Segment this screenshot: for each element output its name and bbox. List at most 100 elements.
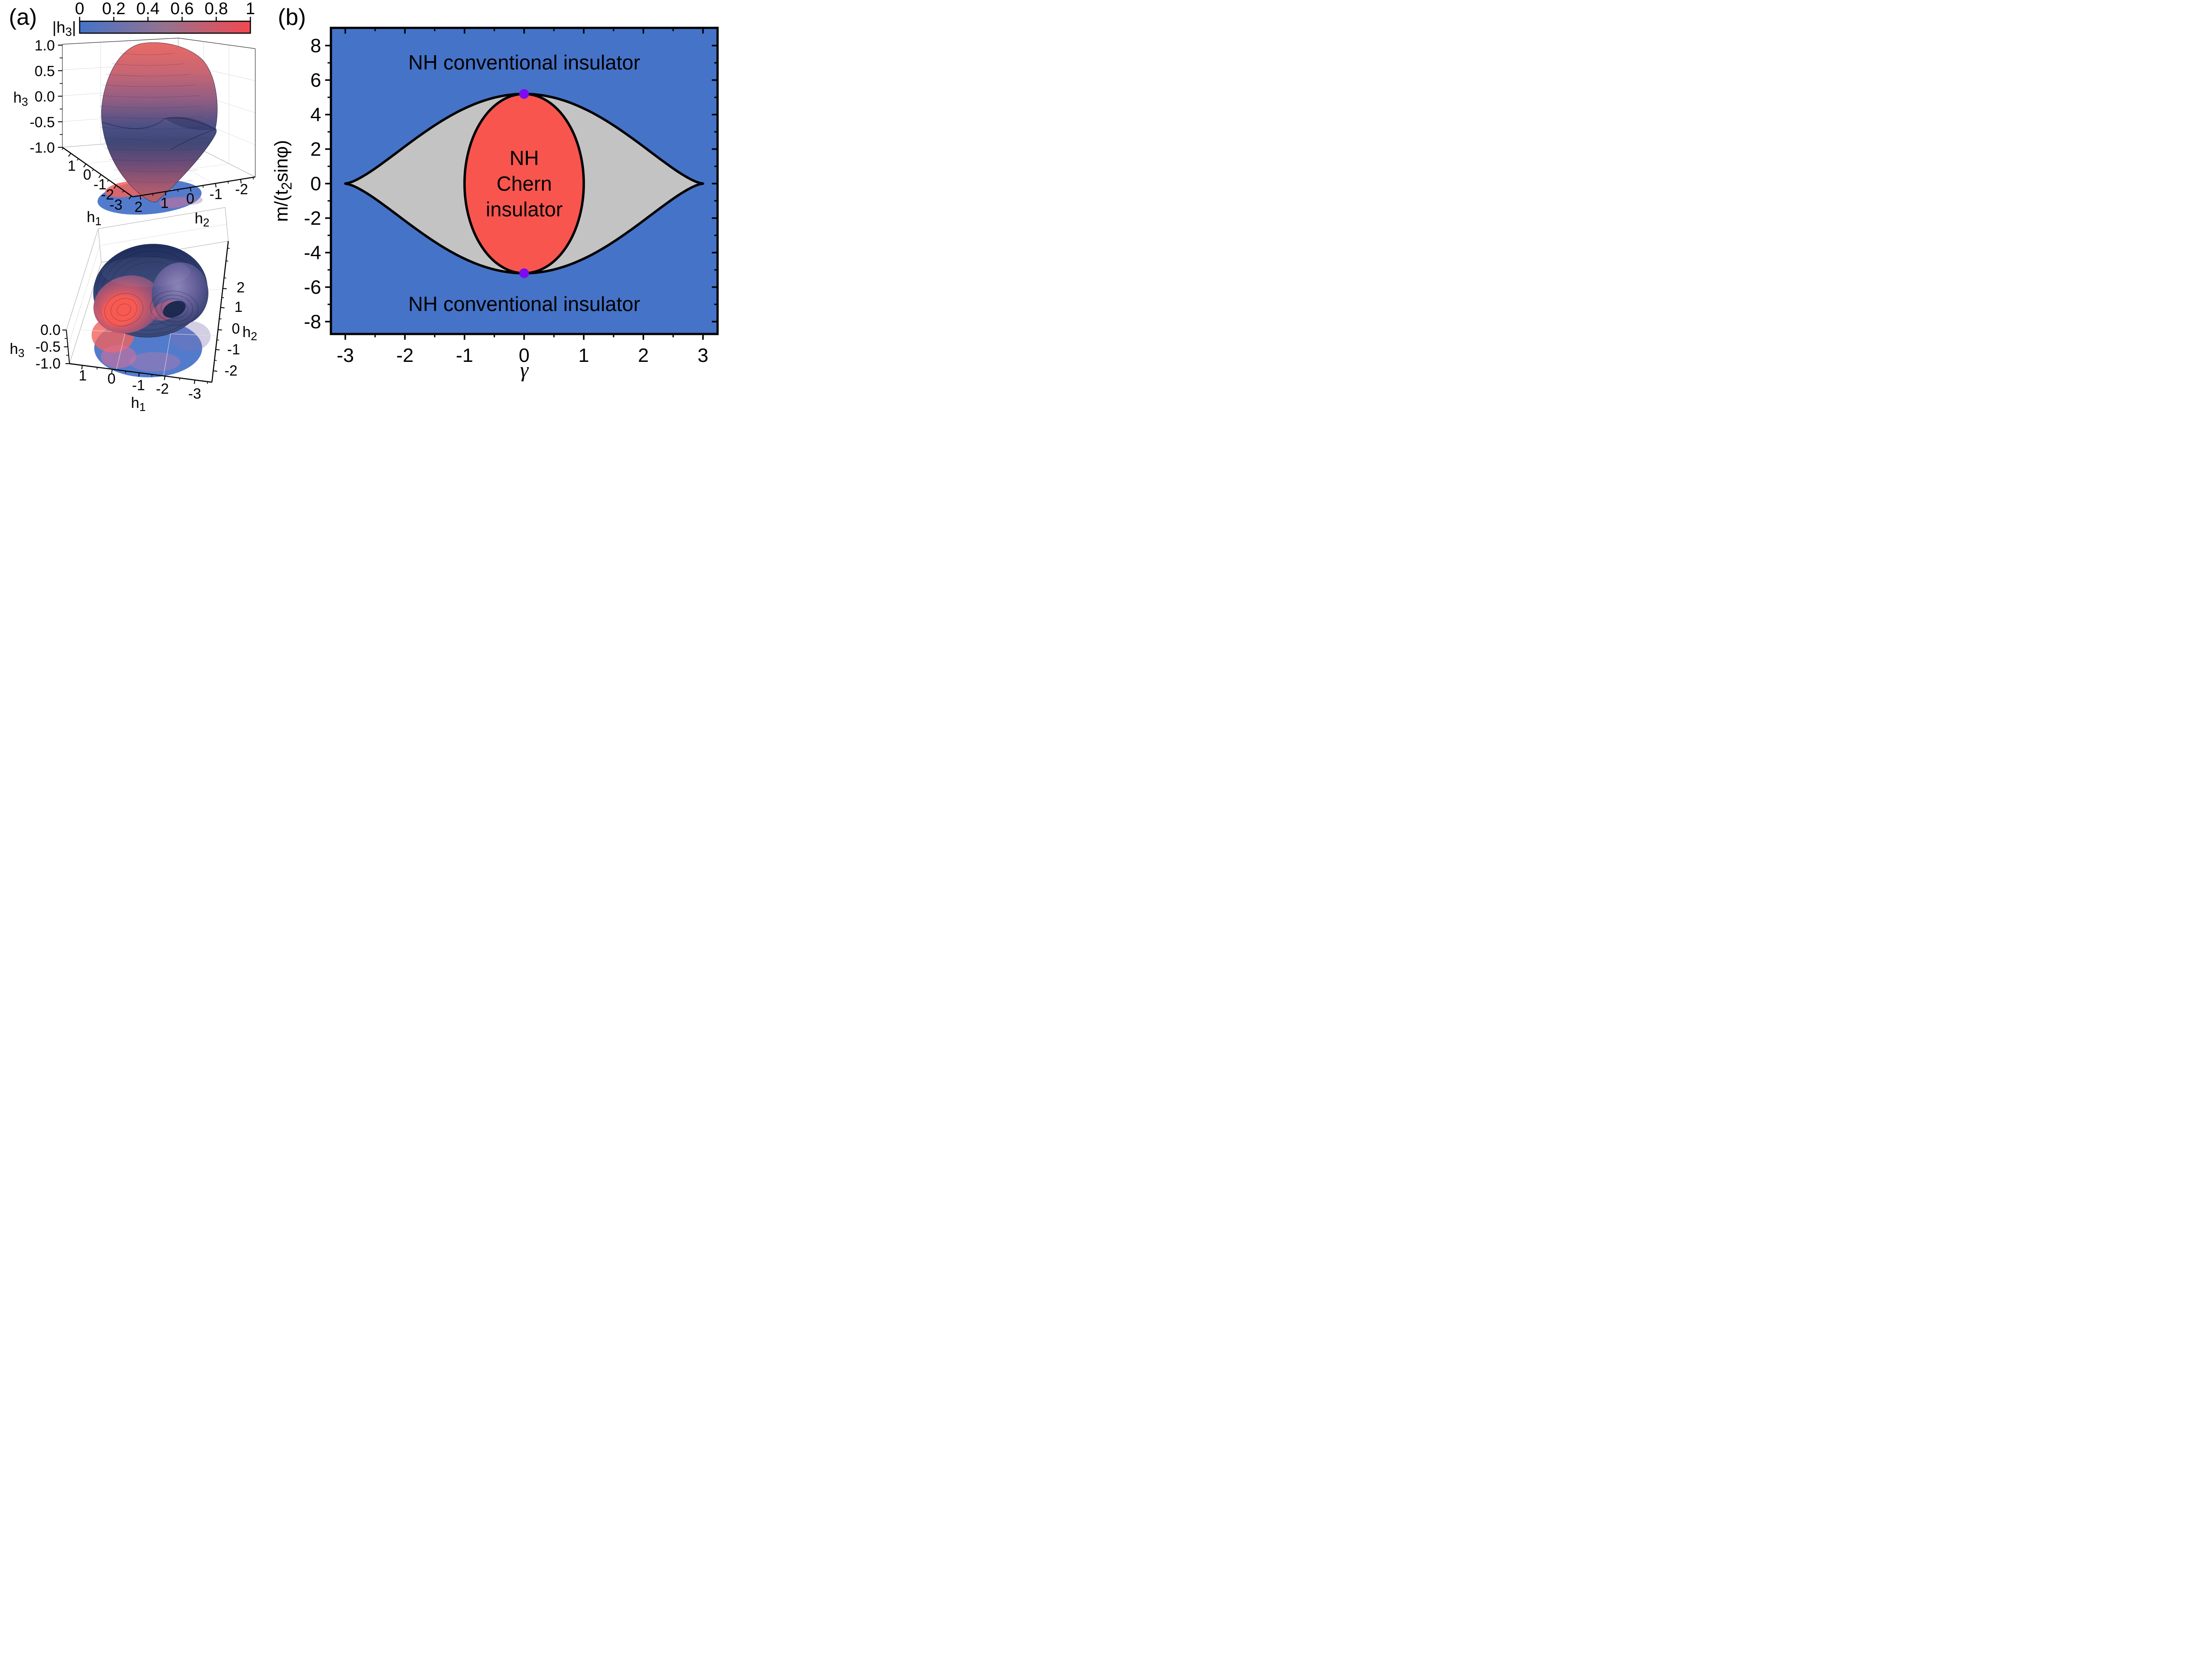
torus-surface bbox=[93, 244, 209, 338]
torus-red-contours bbox=[104, 293, 143, 326]
surface-contour bbox=[102, 138, 204, 140]
surface-contours bbox=[99, 53, 204, 183]
surface-contour bbox=[100, 95, 200, 98]
phase-diagram-regions bbox=[331, 28, 718, 334]
tick-3d bbox=[128, 196, 132, 200]
surface-contour bbox=[120, 53, 175, 55]
tick-3d-minor bbox=[202, 185, 204, 188]
region-label-chern-line3: insulator bbox=[486, 198, 563, 221]
tick-label-3d: -2 bbox=[224, 362, 237, 379]
surface-contour bbox=[121, 180, 193, 183]
tick-3d bbox=[113, 185, 117, 189]
surface-contour bbox=[114, 169, 198, 172]
tick-label-3d: 2 bbox=[134, 199, 142, 215]
tick-label-3d: 0 bbox=[83, 166, 91, 183]
plot-frame bbox=[330, 27, 719, 335]
surface-contour bbox=[102, 84, 196, 87]
tick-label-3d: 2 bbox=[237, 279, 245, 296]
x-tick-label: 1 bbox=[578, 345, 589, 366]
tick-3d bbox=[215, 183, 217, 188]
axis-h2-label-top: h2 bbox=[195, 210, 209, 229]
tick-3d-minor bbox=[107, 180, 109, 182]
plot3d-bottom-ticks: 0.0-0.5-1.0 1 0 -1 -2 -3 2 1 0 -1 -2 bbox=[35, 248, 245, 402]
tick-label-3d: 0 bbox=[232, 320, 240, 337]
panel-b: (b) NH conventional insulator NH convent… bbox=[271, 4, 719, 382]
surface-contour bbox=[100, 127, 204, 130]
tick-label-3d: -2 bbox=[156, 380, 169, 397]
x-axis-label: γ bbox=[520, 358, 529, 382]
plot3d-bottom: 0.0-0.5-1.0 1 0 -1 -2 -3 2 1 0 -1 -2 h3 h1 h2 bbox=[10, 207, 257, 414]
region-label-chern-line1: NH bbox=[510, 146, 539, 169]
region-label-conventional-bottom: NH conventional insulator bbox=[408, 292, 640, 315]
region-label-chern-line2: Chern bbox=[496, 172, 552, 195]
torus-hole bbox=[163, 300, 186, 318]
colorbar-tick-label: 0.8 bbox=[204, 0, 228, 18]
tick-label-3d: -1.0 bbox=[30, 139, 55, 156]
tick-3d bbox=[98, 174, 102, 178]
tick-3d bbox=[215, 349, 220, 351]
tick-label-3d: 0.0 bbox=[40, 322, 61, 338]
tick-3d bbox=[194, 380, 196, 384]
tick-3d bbox=[139, 196, 142, 200]
tick-label-3d: -1 bbox=[209, 186, 222, 202]
torus-sheen bbox=[102, 257, 190, 287]
panel-a-label: (a) bbox=[9, 4, 37, 30]
surface-creases bbox=[102, 117, 216, 150]
tick-3d-minor bbox=[92, 169, 94, 172]
torus-bowl-contours bbox=[150, 291, 199, 326]
y-tick-label: 2 bbox=[311, 138, 321, 160]
transition-point bbox=[519, 268, 529, 278]
y-tick-label: 0 bbox=[311, 173, 321, 195]
tick-3d bbox=[190, 187, 192, 192]
tick-label-3d: -2 bbox=[235, 181, 248, 197]
tick-3d bbox=[83, 163, 87, 168]
surface-contour bbox=[99, 116, 204, 119]
y-tick-label: 6 bbox=[311, 69, 321, 91]
tick-label-3d: -0.5 bbox=[35, 338, 61, 355]
tick-label-3d: -1 bbox=[93, 176, 106, 192]
colorbar-tick-label: 0.2 bbox=[102, 0, 126, 18]
colorbar-label: |h3| bbox=[52, 18, 76, 38]
axis-h1-label-top: h1 bbox=[87, 209, 101, 228]
colorbar: 0 0.2 0.4 0.6 0.8 1 |h3| bbox=[52, 0, 255, 38]
axis-h2-label-bottom: h2 bbox=[242, 324, 257, 343]
colorbar-tick-label: 0.6 bbox=[170, 0, 194, 18]
plot3d-top-ticks: 1.00.50.0-0.5-1.010-1-2-3 2 1 0 -1 -2 bbox=[30, 37, 254, 215]
region-label-conventional-top: NH conventional insulator bbox=[408, 51, 640, 74]
tick-label-3d: -2 bbox=[101, 186, 114, 203]
tick-3d-minor bbox=[61, 147, 64, 150]
tick-3d-minor bbox=[227, 248, 230, 249]
tick-label-3d: -1.0 bbox=[35, 355, 61, 372]
tick-label-3d: -3 bbox=[188, 385, 201, 402]
x-tick-label: -3 bbox=[337, 345, 354, 366]
tick-label-3d: 1 bbox=[68, 157, 76, 174]
x-tick-label: 2 bbox=[638, 345, 649, 366]
tick-3d bbox=[220, 307, 225, 308]
tick-label-3d: 0 bbox=[108, 370, 115, 387]
tick-label-3d: 0.0 bbox=[35, 88, 55, 105]
tick-label-3d: 1 bbox=[79, 367, 87, 384]
tick-3d-minor bbox=[77, 158, 79, 161]
tick-label-3d: -1 bbox=[227, 341, 240, 357]
axes3d-top bbox=[62, 147, 256, 198]
axis-h1-label-bottom: h1 bbox=[131, 395, 146, 414]
figure-svg: (a) 0 0.2 0.4 0.6 0.8 1 |h3| bbox=[9, 0, 719, 414]
y-tick-label: -2 bbox=[304, 207, 321, 229]
surface-top bbox=[99, 42, 218, 202]
tick-label-3d: 1 bbox=[234, 299, 242, 315]
x-tick-label: 3 bbox=[698, 345, 708, 366]
surface-contour bbox=[111, 63, 184, 66]
colorbar-tick-label: 0 bbox=[75, 0, 84, 18]
x-tick-label: 0 bbox=[519, 345, 530, 366]
y-tick-label: -6 bbox=[304, 276, 321, 298]
axis-h3-label-top: h3 bbox=[13, 89, 28, 108]
surface-contour bbox=[99, 106, 202, 108]
x-tick-label: -2 bbox=[396, 345, 414, 366]
surface-fold bbox=[165, 117, 215, 131]
tick-3d-minor bbox=[214, 360, 217, 361]
colorbar-gradient bbox=[79, 20, 251, 34]
x-tick-label: -1 bbox=[456, 345, 473, 366]
plot3d-top: 1.00.50.0-0.5-1.010-1-2-3 2 1 0 -1 -2 h3 h1 h… bbox=[13, 37, 256, 229]
colorbar-tick-label: 0.4 bbox=[136, 0, 160, 18]
tick-label-3d: 0 bbox=[186, 190, 194, 207]
